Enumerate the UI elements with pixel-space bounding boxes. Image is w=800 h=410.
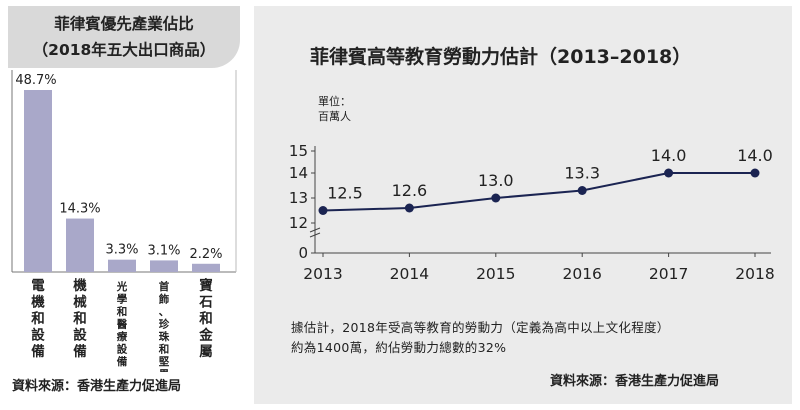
data-label: 12.6 (392, 181, 428, 200)
x-tick-label: 2018 (735, 265, 774, 283)
x-tick-label: 2014 (390, 265, 429, 283)
y-tick-label: 0 (298, 244, 308, 262)
right-source-note: 資料來源：香港生產力促進局 (550, 374, 720, 389)
footnote-line-2: 約為1400萬，約佔勞動力總數的32% (291, 340, 507, 355)
bar-value-label: 3.1% (147, 243, 180, 258)
left-chart-subtitle: （2018年五大出口商品） (32, 41, 216, 59)
category-label: 首飾、珍珠和堅果 (158, 280, 170, 372)
right-line-chart: 15 14 13 12 0 2013 2014 2015 2016 2017 2018 12.5 12.… (289, 142, 775, 283)
bar-value-label: 2.2% (189, 247, 222, 262)
data-label: 13.3 (564, 164, 600, 183)
bar-value-label: 48.7% (15, 73, 56, 88)
category-label: 寶石和金屬 (198, 277, 213, 360)
bar (108, 259, 136, 272)
data-point (750, 168, 760, 178)
unit-label: 單位： (318, 95, 351, 108)
series-line (322, 172, 755, 212)
data-point (577, 186, 587, 195)
category-label: 機械和設備 (73, 277, 87, 360)
data-label: 14.0 (737, 146, 773, 165)
bar-value-label: 3.3% (105, 243, 138, 258)
axis-break-mark (309, 227, 321, 233)
bar (66, 218, 94, 272)
x-tick-label: 2015 (476, 265, 515, 283)
x-tick-label: 2016 (562, 265, 601, 283)
x-tick-label: 2017 (649, 265, 688, 283)
left-chart-title: 菲律賓優先產業佔比 (54, 15, 194, 33)
bar-value-label: 14.3% (59, 202, 100, 217)
left-bar-chart: 48.7% 電機和設備 14.3% 機械和設備 3.3% 光學和醫療設備 3.1% 首飾、珍珠… (11, 70, 237, 372)
right-panel: 菲律賓高等教育勞動力估計（2013–2018） 單位： 百萬人 15 14 13 12… (254, 6, 792, 404)
x-tick-label: 2013 (303, 265, 342, 283)
right-chart-title: 菲律賓高等教育勞動力估計（2013–2018） (310, 46, 692, 68)
footnote-line-1: 據估計，2018年受高等教育的勞動力（定義為高中以上文化程度） (291, 320, 670, 335)
y-tick-label: 13 (289, 189, 308, 207)
data-point (318, 206, 328, 215)
bar (24, 90, 52, 272)
y-tick-label: 14 (289, 164, 308, 182)
y-tick-label: 12 (289, 214, 308, 232)
data-point (404, 203, 414, 213)
bar (150, 260, 178, 272)
left-title-box (8, 6, 240, 68)
left-source-note: 資料來源：香港生產力促進局 (12, 379, 182, 394)
data-point (491, 193, 501, 203)
data-label: 13.0 (478, 171, 514, 190)
bar (192, 263, 220, 272)
data-label: 12.5 (327, 184, 363, 203)
category-label: 電機和設備 (31, 277, 45, 360)
y-tick-label: 15 (289, 142, 308, 160)
axis-break-mark (309, 232, 321, 238)
unit-value: 百萬人 (318, 110, 351, 123)
data-label: 14.0 (651, 146, 687, 165)
category-label: 光學和醫療設備 (116, 280, 128, 368)
data-point (664, 168, 674, 178)
